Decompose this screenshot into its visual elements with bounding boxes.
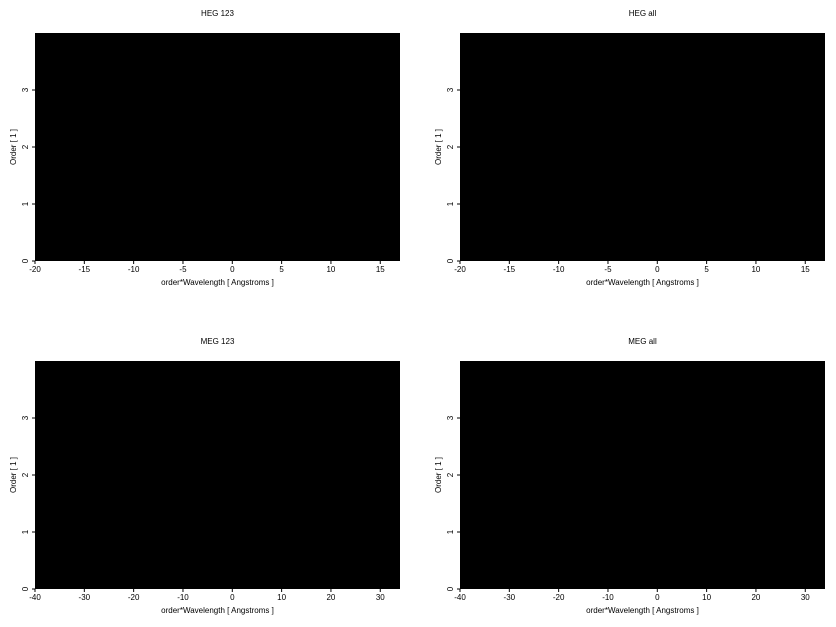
x-tick-label: -15 xyxy=(504,265,516,274)
y-axis-label: Order [ 1 ] xyxy=(9,129,18,165)
x-tick-label: -30 xyxy=(79,593,91,602)
y-axis-label: Order [ 1 ] xyxy=(434,457,443,493)
x-axis-label: order*Wavelength [ Angstroms ] xyxy=(586,278,699,287)
x-tick-label: 5 xyxy=(279,265,284,274)
y-tick-label: 1 xyxy=(21,201,30,206)
plot-area xyxy=(35,361,400,589)
y-tick-label: 3 xyxy=(446,87,455,92)
y-tick-label: 2 xyxy=(446,472,455,477)
x-tick-label: 10 xyxy=(751,265,760,274)
y-tick-label: 0 xyxy=(21,586,30,591)
x-tick-label: -20 xyxy=(454,265,466,274)
x-tick-label: 20 xyxy=(751,593,760,602)
x-tick-label: -10 xyxy=(602,593,614,602)
plot-area xyxy=(460,33,825,261)
x-tick-label: -20 xyxy=(29,265,41,274)
plot-area xyxy=(35,33,400,261)
x-tick-label: -40 xyxy=(454,593,466,602)
y-tick-label: 3 xyxy=(21,415,30,420)
y-tick-label: 0 xyxy=(446,258,455,263)
y-tick-label: 0 xyxy=(21,258,30,263)
plot-area xyxy=(460,361,825,589)
panel-title: HEG all xyxy=(629,9,657,18)
x-tick-label: 0 xyxy=(655,593,660,602)
x-tick-label: -10 xyxy=(128,265,140,274)
x-tick-label: -20 xyxy=(553,593,565,602)
y-tick-label: 2 xyxy=(21,472,30,477)
y-tick-label: 0 xyxy=(446,586,455,591)
x-tick-label: 0 xyxy=(655,265,660,274)
panel-title: MEG all xyxy=(628,337,657,346)
y-tick-label: 2 xyxy=(446,144,455,149)
x-tick-label: 0 xyxy=(230,265,235,274)
y-tick-label: 3 xyxy=(21,87,30,92)
y-tick-label: 2 xyxy=(21,144,30,149)
x-axis-label: order*Wavelength [ Angstroms ] xyxy=(586,606,699,615)
y-tick-label: 1 xyxy=(446,529,455,534)
y-tick-label: 3 xyxy=(446,415,455,420)
x-tick-label: -10 xyxy=(553,265,565,274)
x-tick-label: 15 xyxy=(801,265,810,274)
y-axis-label: Order [ 1 ] xyxy=(9,457,18,493)
x-tick-label: 15 xyxy=(376,265,385,274)
x-tick-label: -15 xyxy=(79,265,91,274)
x-tick-label: -5 xyxy=(604,265,612,274)
x-tick-label: 10 xyxy=(702,593,711,602)
panel-title: MEG 123 xyxy=(201,337,235,346)
y-tick-label: 1 xyxy=(446,201,455,206)
x-axis-label: order*Wavelength [ Angstroms ] xyxy=(161,606,274,615)
x-tick-label: 30 xyxy=(801,593,810,602)
x-tick-label: -20 xyxy=(128,593,140,602)
x-axis-label: order*Wavelength [ Angstroms ] xyxy=(161,278,274,287)
x-tick-label: -40 xyxy=(29,593,41,602)
y-tick-label: 1 xyxy=(21,529,30,534)
x-tick-label: -30 xyxy=(504,593,516,602)
x-tick-label: -5 xyxy=(179,265,187,274)
x-tick-label: 10 xyxy=(277,593,286,602)
x-tick-label: 0 xyxy=(230,593,235,602)
x-tick-label: 10 xyxy=(326,265,335,274)
panel-title: HEG 123 xyxy=(201,9,234,18)
x-tick-label: -10 xyxy=(177,593,189,602)
x-tick-label: 30 xyxy=(376,593,385,602)
x-tick-label: 20 xyxy=(326,593,335,602)
x-tick-label: 5 xyxy=(704,265,709,274)
y-axis-label: Order [ 1 ] xyxy=(434,129,443,165)
